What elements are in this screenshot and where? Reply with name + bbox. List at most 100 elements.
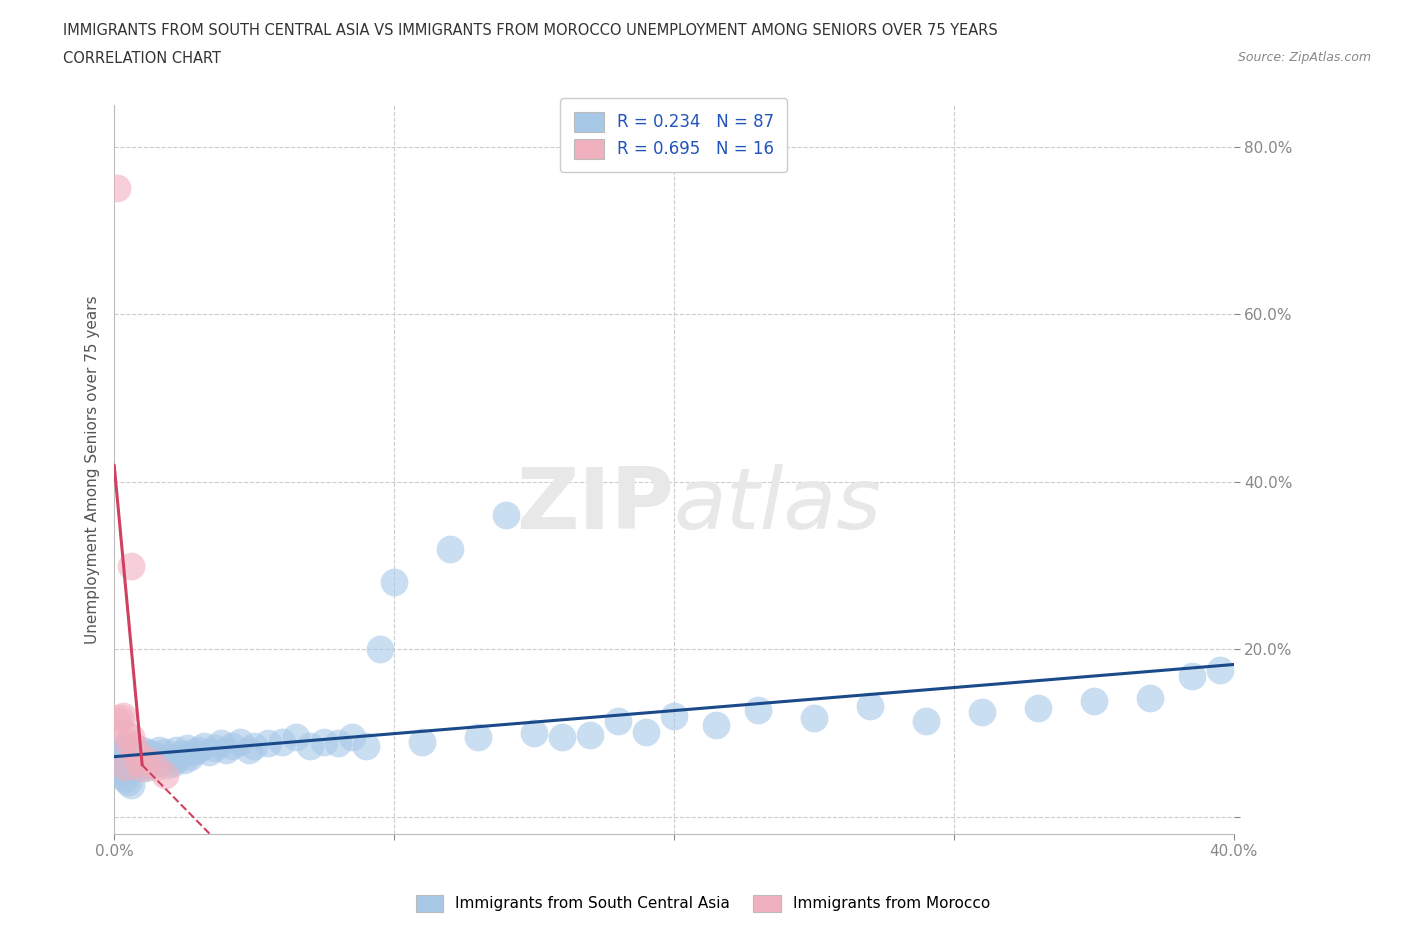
Point: [105, 713, 128, 728]
Point: [136, 752, 159, 767]
Point: [136, 744, 159, 759]
Point: [859, 699, 882, 714]
Point: [970, 705, 993, 720]
Point: [128, 755, 150, 770]
Point: [134, 761, 156, 776]
Point: [299, 738, 322, 753]
Point: [122, 744, 145, 759]
Text: CORRELATION CHART: CORRELATION CHART: [63, 51, 221, 66]
Point: [114, 759, 136, 774]
Point: [159, 750, 181, 764]
Point: [193, 738, 215, 753]
Point: [153, 744, 176, 759]
Point: [257, 736, 280, 751]
Point: [326, 736, 349, 751]
Point: [165, 742, 187, 757]
Point: [238, 742, 260, 757]
Point: [128, 759, 150, 774]
Point: [148, 742, 170, 757]
Point: [1139, 691, 1161, 706]
Point: [153, 767, 176, 782]
Point: [125, 742, 148, 757]
Point: [125, 747, 148, 762]
Text: IMMIGRANTS FROM SOUTH CENTRAL ASIA VS IMMIGRANTS FROM MOROCCO UNEMPLOYMENT AMONG: IMMIGRANTS FROM SOUTH CENTRAL ASIA VS IM…: [63, 23, 998, 38]
Point: [122, 738, 145, 753]
Point: [122, 758, 145, 773]
Point: [131, 761, 153, 776]
Point: [114, 744, 136, 759]
Point: [181, 744, 204, 759]
Point: [114, 755, 136, 770]
Point: [120, 761, 142, 776]
Point: [179, 750, 201, 764]
Point: [108, 742, 131, 757]
Point: [108, 711, 131, 725]
Point: [142, 747, 165, 762]
Point: [662, 709, 685, 724]
Point: [173, 752, 195, 767]
Point: [914, 713, 936, 728]
Point: [167, 751, 190, 765]
Text: ZIP: ZIP: [516, 464, 673, 547]
Point: [125, 755, 148, 770]
Point: [495, 508, 517, 523]
Point: [523, 725, 546, 740]
Point: [117, 775, 139, 790]
Point: [551, 730, 574, 745]
Text: atlas: atlas: [673, 464, 882, 547]
Point: [579, 727, 602, 742]
Point: [105, 755, 128, 770]
Point: [411, 734, 433, 749]
Point: [156, 758, 179, 773]
Point: [120, 558, 142, 573]
Point: [704, 717, 727, 732]
Point: [117, 741, 139, 756]
Point: [285, 730, 308, 745]
Legend: R = 0.234   N = 87, R = 0.695   N = 16: R = 0.234 N = 87, R = 0.695 N = 16: [561, 99, 787, 172]
Point: [170, 747, 193, 762]
Point: [131, 752, 153, 767]
Text: Source: ZipAtlas.com: Source: ZipAtlas.com: [1237, 51, 1371, 64]
Point: [243, 738, 266, 753]
Point: [117, 736, 139, 751]
Point: [271, 734, 294, 749]
Point: [150, 752, 173, 767]
Point: [229, 734, 252, 749]
Point: [105, 181, 128, 196]
Point: [340, 730, 363, 745]
Point: [204, 741, 226, 756]
Point: [105, 747, 128, 762]
Point: [1208, 663, 1230, 678]
Point: [221, 738, 243, 753]
Point: [139, 751, 162, 765]
Point: [114, 772, 136, 787]
Point: [162, 755, 184, 770]
Point: [111, 709, 134, 724]
Point: [382, 575, 405, 590]
Legend: Immigrants from South Central Asia, Immigrants from Morocco: Immigrants from South Central Asia, Immi…: [409, 889, 997, 918]
Point: [131, 742, 153, 757]
Point: [128, 747, 150, 762]
Point: [117, 759, 139, 774]
Y-axis label: Unemployment Among Seniors over 75 years: Unemployment Among Seniors over 75 years: [86, 295, 100, 644]
Point: [1181, 669, 1204, 684]
Point: [111, 764, 134, 778]
Point: [803, 711, 825, 725]
Point: [747, 702, 769, 717]
Point: [1083, 694, 1105, 709]
Point: [368, 642, 391, 657]
Point: [145, 759, 167, 774]
Point: [314, 734, 336, 749]
Point: [467, 730, 489, 745]
Point: [215, 742, 238, 757]
Point: [108, 759, 131, 774]
Point: [120, 777, 142, 792]
Point: [120, 730, 142, 745]
Point: [187, 742, 209, 757]
Point: [145, 755, 167, 770]
Point: [117, 750, 139, 764]
Point: [634, 724, 657, 739]
Point: [134, 750, 156, 764]
Point: [439, 541, 461, 556]
Point: [111, 738, 134, 753]
